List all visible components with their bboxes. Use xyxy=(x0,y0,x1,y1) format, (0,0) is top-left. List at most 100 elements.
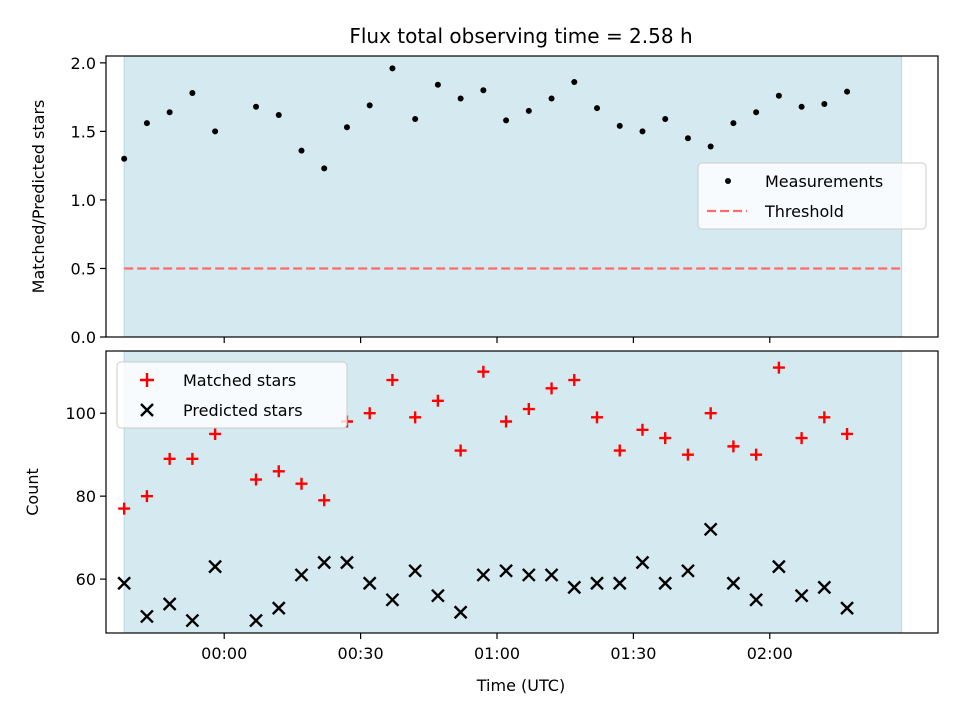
bottom-x-axis: 00:00 00:30 01:00 01:30 02:00 xyxy=(201,633,793,663)
matched-star-point xyxy=(772,361,785,374)
matched-star-point xyxy=(477,365,490,378)
measurement-point xyxy=(662,116,669,123)
matched-star-point xyxy=(295,477,308,490)
matched-star-point xyxy=(591,411,604,424)
measurement-point xyxy=(639,128,646,135)
predicted-star-point xyxy=(794,588,809,603)
legend-x-marker xyxy=(140,403,154,417)
x-tick-label: 01:30 xyxy=(610,644,656,663)
measurement-point xyxy=(707,143,714,150)
matched-star-point xyxy=(186,452,199,465)
legend-plus-marker xyxy=(140,373,154,387)
x-tick-label: 02:00 xyxy=(747,644,793,663)
predicted-star-point xyxy=(140,609,154,624)
predicted-star-point xyxy=(476,568,491,582)
top-y-axis: 0.0 0.5 1.0 1.5 2.0 xyxy=(71,54,106,347)
predicted-star-point xyxy=(749,592,763,607)
legend-threshold-label: Threshold xyxy=(764,202,844,221)
matched-star-point xyxy=(163,452,176,465)
measurement-point xyxy=(798,103,805,110)
matched-star-point xyxy=(727,440,740,453)
measurement-point xyxy=(616,122,623,129)
predicted-star-point xyxy=(703,522,718,537)
measurement-point xyxy=(298,147,305,154)
bottom-y-axis: 60 80 100 xyxy=(65,404,106,589)
predicted-star-point xyxy=(567,580,582,595)
measurement-point xyxy=(166,109,173,116)
matched-star-point xyxy=(704,407,717,420)
measurement-point xyxy=(275,111,282,118)
matched-star-point xyxy=(140,490,153,503)
y-tick-label: 100 xyxy=(65,404,96,423)
predicted-star-point xyxy=(840,601,854,615)
predicted-star-point xyxy=(635,555,650,570)
predicted-star-point xyxy=(117,576,132,591)
measurement-point xyxy=(143,120,150,127)
predicted-star-point xyxy=(431,588,445,603)
measurement-point xyxy=(389,65,396,72)
measurement-point xyxy=(571,79,578,86)
y-tick-label: 60 xyxy=(76,570,96,589)
measurement-point xyxy=(366,102,373,109)
top-y-axis-label: Matched/Predicted stars xyxy=(29,100,48,294)
measurement-point xyxy=(775,92,782,99)
matched-star-point xyxy=(636,423,649,436)
y-tick-label: 1.0 xyxy=(71,191,96,210)
x-tick-label: 00:00 xyxy=(201,644,247,663)
matched-star-point xyxy=(841,427,854,440)
predicted-star-point xyxy=(271,601,286,615)
matched-star-point xyxy=(363,407,376,420)
legend-matched-label: Matched stars xyxy=(183,371,296,390)
measurement-point xyxy=(594,105,601,112)
y-tick-label: 2.0 xyxy=(71,54,96,73)
matched-star-point xyxy=(409,411,422,424)
measurement-point xyxy=(412,116,419,123)
matched-star-point xyxy=(250,473,263,486)
measurement-point xyxy=(548,95,555,102)
predicted-stars-points xyxy=(117,522,854,628)
matched-star-point xyxy=(613,444,626,457)
bottom-legend-box xyxy=(116,361,348,429)
measurement-point xyxy=(212,128,219,135)
y-tick-label: 80 xyxy=(76,487,96,506)
x-axis-label: Time (UTC) xyxy=(476,676,565,695)
measurement-point xyxy=(321,165,328,172)
bottom-axes-frame xyxy=(105,350,939,634)
matched-star-point xyxy=(750,448,763,461)
x-tick-label: 01:00 xyxy=(474,644,520,663)
top-x-axis xyxy=(223,337,771,343)
matched-star-point xyxy=(681,448,694,461)
matched-star-point xyxy=(386,374,399,387)
matched-star-point xyxy=(318,494,331,507)
predicted-star-point xyxy=(249,613,263,628)
bottom-y-axis-label: Count xyxy=(23,468,42,516)
predicted-star-point xyxy=(408,563,423,578)
chart-title: Flux total observing time = 2.58 h xyxy=(349,24,692,48)
predicted-star-point xyxy=(317,555,332,570)
y-tick-label: 0.0 xyxy=(71,328,96,347)
y-tick-label: 0.5 xyxy=(71,259,96,278)
matched-star-point xyxy=(818,411,831,424)
y-tick-label: 1.5 xyxy=(71,122,96,141)
predicted-star-point xyxy=(362,576,377,591)
predicted-star-point xyxy=(294,568,309,582)
matched-star-point xyxy=(795,432,808,445)
matched-star-point xyxy=(272,465,285,478)
matched-star-point xyxy=(522,403,535,416)
matched-star-point xyxy=(545,382,558,395)
matched-star-point xyxy=(431,394,444,407)
predicted-star-point xyxy=(162,597,177,611)
matched-star-point xyxy=(118,502,131,515)
predicted-star-point xyxy=(590,576,604,591)
legend-dot-marker xyxy=(725,178,731,184)
predicted-star-point xyxy=(612,576,627,591)
top-legend: Measurements Threshold xyxy=(697,162,927,230)
predicted-star-point xyxy=(726,576,741,591)
legend-measurements-label: Measurements xyxy=(765,172,883,191)
measurement-point xyxy=(189,90,196,97)
predicted-star-point xyxy=(681,563,695,578)
measurement-point xyxy=(480,87,487,94)
predicted-star-point xyxy=(772,559,786,574)
predicted-star-point xyxy=(185,613,200,628)
